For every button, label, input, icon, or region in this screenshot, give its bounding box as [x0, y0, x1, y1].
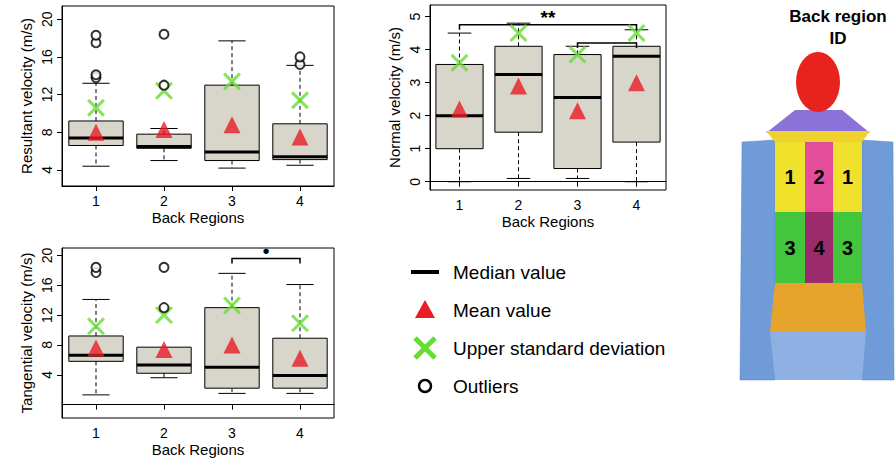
svg-text:3: 3 — [407, 79, 423, 87]
svg-text:Back Regions: Back Regions — [152, 441, 245, 458]
svg-text:20: 20 — [39, 247, 55, 263]
svg-text:1: 1 — [92, 425, 100, 441]
svg-text:2: 2 — [813, 166, 824, 188]
svg-text:4: 4 — [633, 197, 641, 213]
svg-text:12: 12 — [39, 87, 55, 103]
svg-text:20: 20 — [39, 11, 55, 27]
svg-text:16: 16 — [39, 277, 55, 293]
svg-text:2: 2 — [407, 112, 423, 120]
svg-text:8: 8 — [39, 128, 55, 136]
svg-text:3: 3 — [784, 237, 795, 259]
svg-text:2: 2 — [515, 197, 523, 213]
svg-text:5: 5 — [407, 12, 423, 20]
svg-text:4: 4 — [39, 166, 55, 174]
svg-text:ID: ID — [830, 29, 847, 48]
svg-text:3: 3 — [228, 193, 236, 209]
svg-text:Normal velocity (m/s): Normal velocity (m/s) — [386, 27, 403, 168]
svg-text:1: 1 — [92, 193, 100, 209]
svg-text:Back Regions: Back Regions — [152, 209, 245, 226]
svg-text:4: 4 — [39, 371, 55, 379]
svg-text:2: 2 — [160, 193, 168, 209]
svg-text:3: 3 — [574, 197, 582, 213]
svg-text:Mean value: Mean value — [453, 300, 551, 321]
svg-text:16: 16 — [39, 49, 55, 65]
svg-text:Median value: Median value — [453, 262, 566, 283]
svg-text:8: 8 — [39, 341, 55, 349]
svg-text:Tangential velocity (m/s): Tangential velocity (m/s) — [18, 253, 35, 414]
svg-text:3: 3 — [228, 425, 236, 441]
svg-text:0: 0 — [407, 178, 423, 186]
svg-text:Resultant velocity (m/s): Resultant velocity (m/s) — [18, 18, 35, 174]
svg-text:12: 12 — [39, 307, 55, 323]
svg-text:Outliers: Outliers — [453, 376, 518, 397]
svg-text:**: ** — [541, 7, 556, 28]
svg-text:•: • — [263, 240, 270, 261]
svg-text:4: 4 — [407, 45, 423, 53]
svg-text:2: 2 — [160, 425, 168, 441]
svg-text:Back Regions: Back Regions — [502, 213, 595, 230]
svg-text:4: 4 — [813, 237, 825, 259]
svg-text:4: 4 — [296, 193, 304, 209]
svg-text:3: 3 — [842, 237, 853, 259]
svg-text:1: 1 — [842, 166, 853, 188]
svg-text:Back region: Back region — [789, 7, 886, 26]
svg-text:1: 1 — [456, 197, 464, 213]
svg-text:1: 1 — [784, 166, 795, 188]
svg-text:4: 4 — [296, 425, 304, 441]
svg-text:Upper standard deviation: Upper standard deviation — [453, 338, 665, 359]
svg-text:1: 1 — [407, 145, 423, 153]
